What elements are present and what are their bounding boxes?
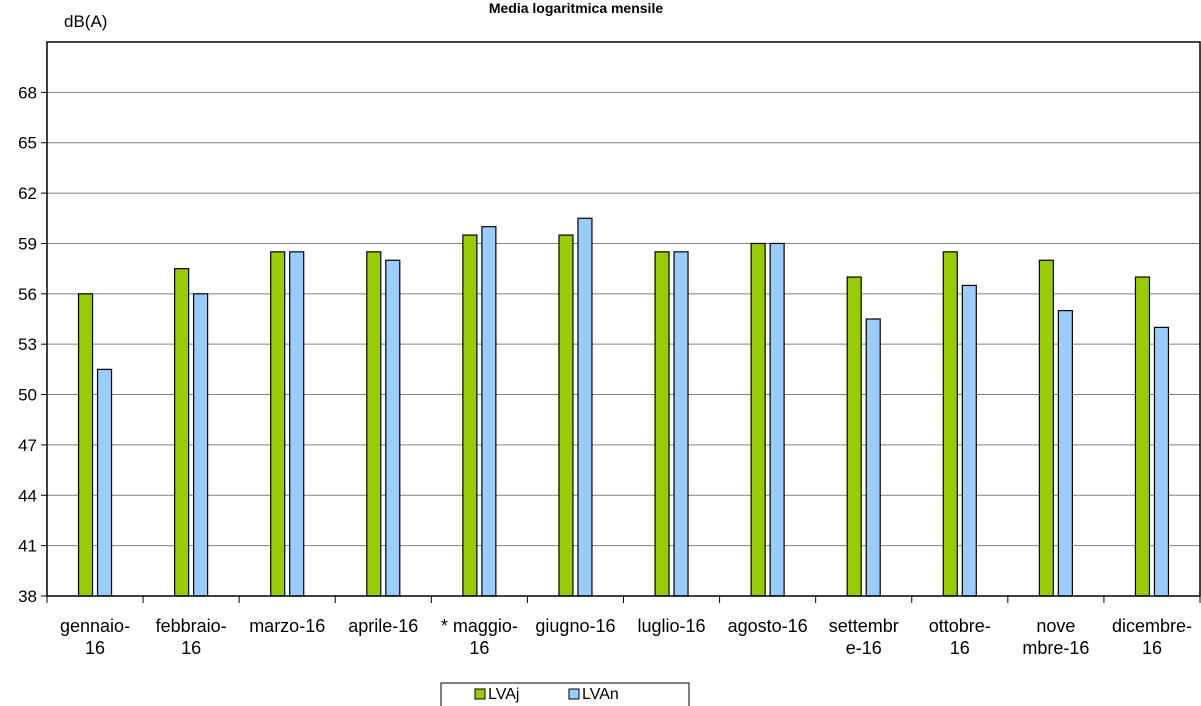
bar-lvaj-3 [366,251,382,597]
bar-lvaj-1 [174,268,190,597]
bar-lvan-10 [1057,310,1073,597]
bar-lvan-6 [673,251,689,597]
bar-lvaj-9 [942,251,958,597]
bar-lvan-11 [1153,326,1170,597]
bar-lvaj-10 [1038,259,1054,597]
x-category-label: giugno-16 [535,616,615,636]
bar-lvaj-11 [1134,276,1151,597]
bar-lvaj-5 [558,234,574,597]
x-category-label: nove [1036,616,1075,636]
bar-lvaj-6 [654,251,670,597]
bar-lvan-7 [769,242,785,597]
bar-lvan-4 [481,226,497,597]
legend: LVAj LVAn [440,682,690,706]
bar-lvan-9 [961,284,977,597]
bar-lvan-2 [289,251,305,597]
plot-area-border [46,41,1201,597]
chart-title: Media logaritmica mensile [489,0,663,16]
x-category-label: mbre-16 [1022,638,1089,658]
bar-lvan-3 [385,259,401,597]
y-tick-label: 44 [18,486,37,505]
x-category-label: agosto-16 [728,616,808,636]
y-axis-label: dB(A) [64,12,107,31]
x-category-label: gennaio- [60,616,130,636]
y-tick-label: 41 [18,537,37,556]
bar-lvan-5 [577,217,593,597]
bar-lvan-0 [96,368,113,597]
x-category-label: 16 [469,638,489,658]
legend-label-lvan: LVAn [582,686,619,703]
x-category-label: ottobre- [929,616,991,636]
legend-label-lvaj: LVAj [488,686,519,703]
bar-lvaj-4 [462,234,478,597]
x-category-label: dicembre- [1112,616,1192,636]
x-category-label: * maggio- [441,616,518,636]
bar-lvaj-8 [846,276,862,597]
y-tick-label: 47 [18,436,37,455]
x-axis-ticks [46,596,1201,603]
x-category-label: 16 [1142,638,1162,658]
y-tick-label: 62 [18,184,37,203]
y-tick-label: 50 [18,386,37,405]
x-category-label: febbraio- [156,616,227,636]
y-tick-label: 53 [18,335,37,354]
y-axis-ticks: 38 41 44 47 50 53 56 59 62 65 68 [18,83,47,606]
x-category-label: 16 [85,638,105,658]
x-category-label: marzo-16 [249,616,325,636]
bar-lvan-1 [193,293,209,597]
x-category-label: 16 [181,638,201,658]
bar-lvaj-7 [750,242,766,597]
x-category-label: aprile-16 [348,616,418,636]
y-tick-label: 68 [18,83,37,102]
y-tick-label: 56 [18,285,37,304]
bar-lvaj-0 [77,293,94,597]
x-category-label: luglio-16 [638,616,706,636]
x-category-label: settembr [829,616,899,636]
bar-lvaj-2 [270,251,286,597]
legend-box [440,682,690,706]
y-tick-label: 38 [18,587,37,606]
x-category-label: e-16 [846,638,882,658]
bars [77,217,1170,597]
gridlines [47,91,1200,547]
y-tick-label: 59 [18,234,37,253]
legend-swatch-lvaj [474,688,486,700]
legend-swatch-lvan [568,688,580,700]
x-category-label: 16 [950,638,970,658]
y-tick-label: 65 [18,134,37,153]
bar-lvan-8 [865,318,881,597]
